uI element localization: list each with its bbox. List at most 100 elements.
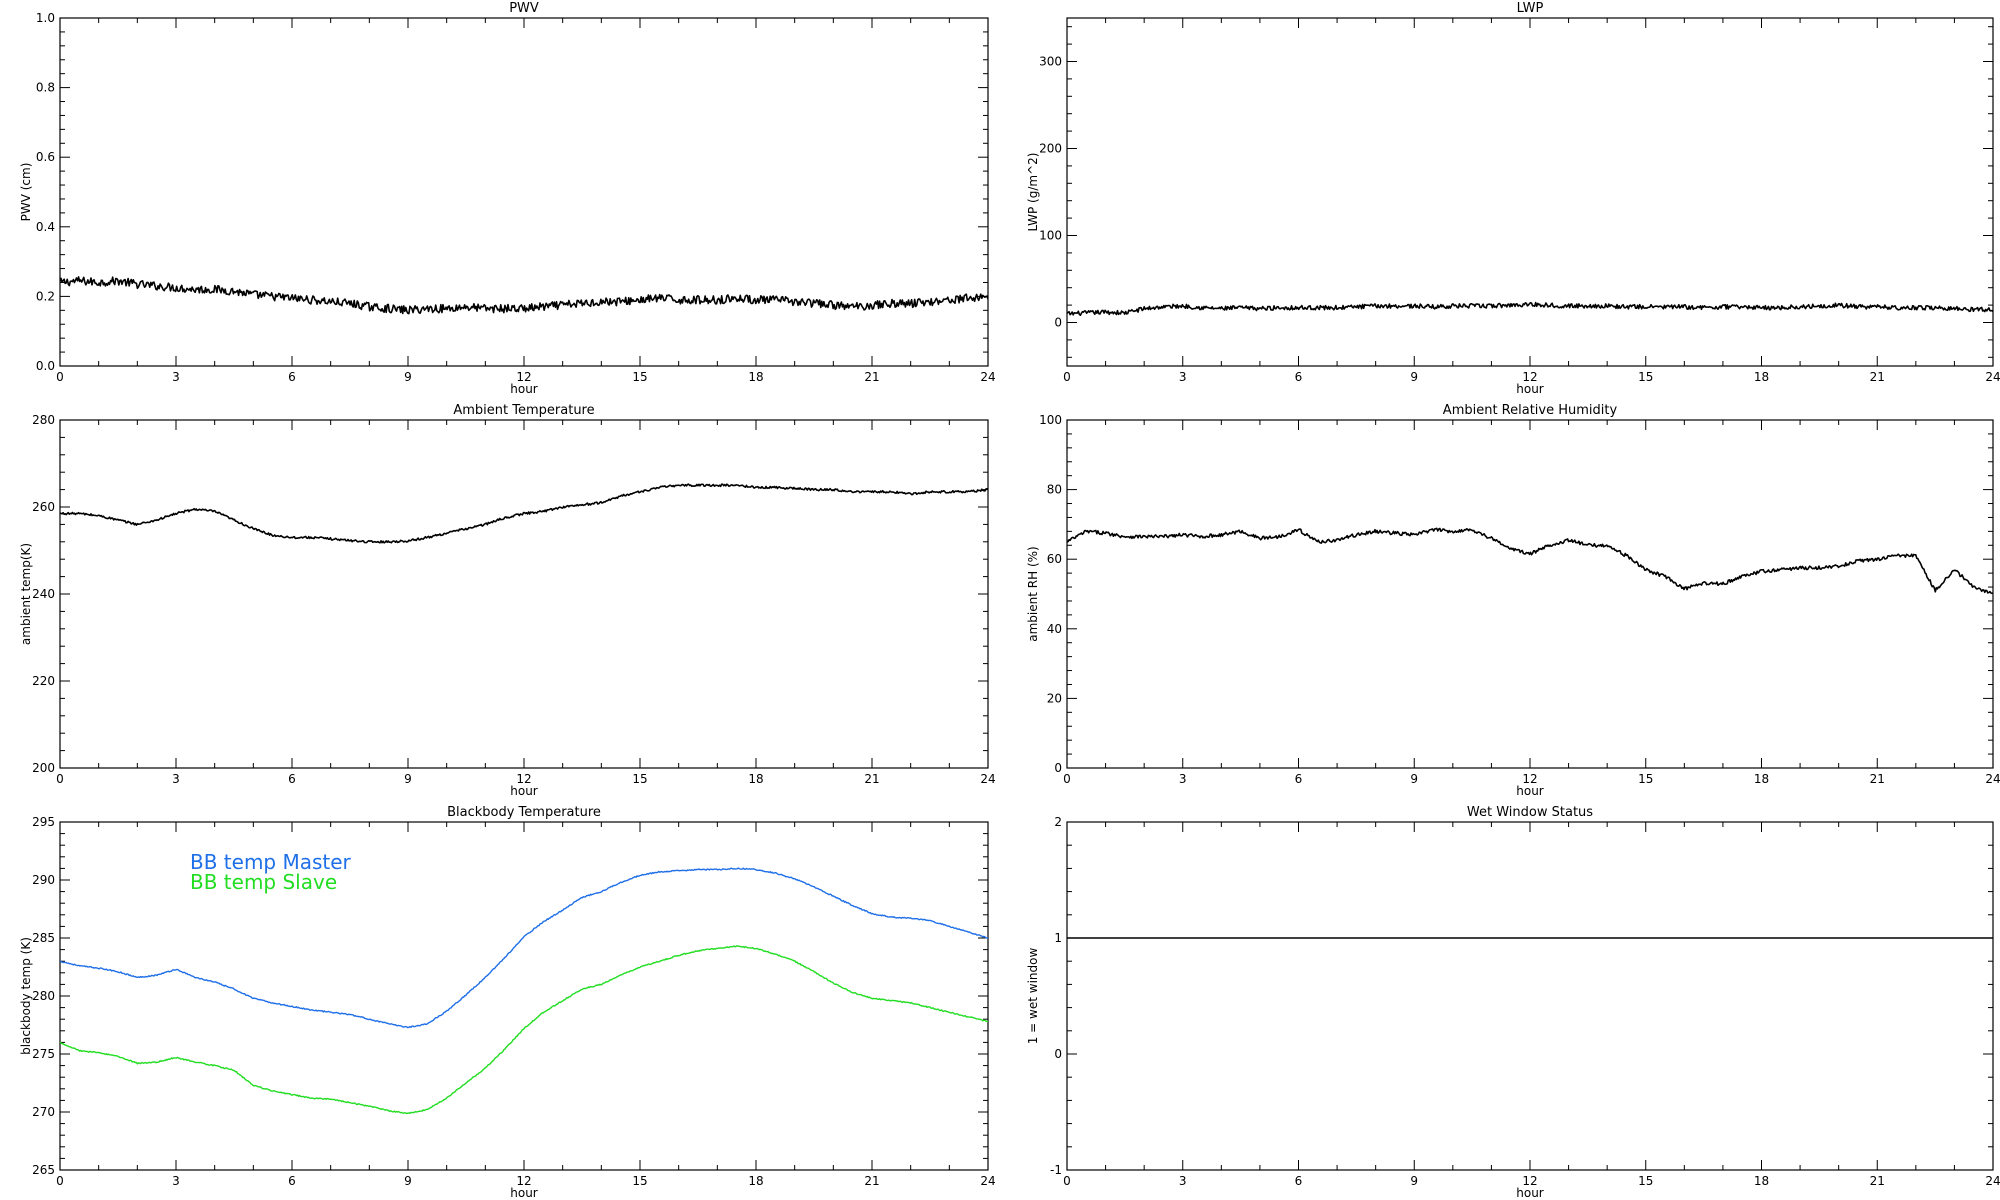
y-tick-label: 285 [32,931,55,945]
y-tick-label: 265 [32,1163,55,1177]
x-tick-label: 6 [1295,772,1303,786]
y-tick-label: 1 [1054,931,1062,945]
x-tick-label: 24 [980,370,995,384]
x-tick-label: 18 [1754,772,1769,786]
x-tick-label: 9 [404,1174,412,1188]
x-axis-label: hour [510,1186,538,1200]
plot-frame [59,419,989,769]
panel-title: Ambient Temperature [453,403,594,418]
x-tick-label: 6 [1295,370,1303,384]
x-axis-label: hour [510,784,538,798]
y-tick-label: 0 [1054,761,1062,775]
x-tick-label: 0 [56,1174,64,1188]
plot-frame [1066,821,1994,1171]
x-tick-label: 6 [288,370,296,384]
panel-blackbody-temp: Blackbody Temperature 0 3 6 9 12 15 18 21 24 265 27… [19,805,996,1200]
series-line-bb-temp-master [60,867,988,1029]
y-tick-label: 300 [1039,55,1062,69]
plot-frame [1066,17,1994,367]
y-tick-label: 280 [32,989,55,1003]
y-tick-label: 200 [1039,142,1062,156]
plot-frame [1066,419,1994,769]
y-tick-label: 200 [32,761,55,775]
x-tick-label: 9 [1410,1174,1418,1188]
x-tick-label: 12 [1522,370,1537,384]
panel-title: Ambient Relative Humidity [1443,403,1618,418]
y-tick-label: 1.0 [36,11,55,25]
x-tick-label: 21 [864,772,879,786]
series-line [60,483,988,544]
x-tick-label: 15 [1638,1174,1653,1188]
y-axis-label: ambient RH (%) [1026,546,1040,641]
legend-entry: BB temp Master [190,850,352,874]
panel-title: PWV [509,1,539,16]
x-tick-label: 3 [1179,370,1187,384]
y-tick-label: 100 [1039,229,1062,243]
y-tick-label: 60 [1047,552,1062,566]
x-tick-label: 0 [1063,1174,1071,1188]
y-axis-label: 1 = wet window [1026,948,1040,1045]
y-axis-label: blackbody temp (K) [19,937,33,1055]
x-tick-label: 18 [1754,1174,1769,1188]
x-axis-label: hour [510,382,538,396]
x-tick-label: 0 [56,370,64,384]
y-tick-label: 0.2 [36,289,55,303]
panel-title: Blackbody Temperature [447,805,601,820]
x-tick-label: 6 [288,772,296,786]
x-tick-label: 21 [1870,1174,1885,1188]
y-tick-label: 20 [1047,691,1062,705]
y-tick-label: 80 [1047,483,1062,497]
series-line [1067,527,1993,595]
y-tick-label: 290 [32,873,55,887]
x-tick-label: 12 [516,772,531,786]
legend-entry: BB temp Slave [190,870,337,894]
x-tick-label: 9 [404,772,412,786]
series-line [1067,301,1993,317]
x-tick-label: 3 [172,772,180,786]
x-tick-label: 18 [748,1174,763,1188]
x-tick-label: 18 [1754,370,1769,384]
x-tick-label: 0 [1063,772,1071,786]
y-tick-label: 0.0 [36,359,55,373]
y-tick-label: 2 [1054,815,1062,829]
x-tick-label: 21 [1870,370,1885,384]
y-tick-label: 220 [32,674,55,688]
y-tick-label: 0 [1054,1047,1062,1061]
x-tick-label: 24 [1985,1174,2000,1188]
x-tick-label: 15 [632,1174,647,1188]
y-tick-label: 260 [32,500,55,514]
x-tick-label: 21 [864,1174,879,1188]
x-tick-label: 9 [1410,370,1418,384]
y-tick-label: 0.8 [36,81,55,95]
y-axis-label: PWV (cm) [19,163,33,222]
x-tick-label: 9 [1410,772,1418,786]
y-tick-label: 280 [32,413,55,427]
y-tick-label: 40 [1047,622,1062,636]
x-tick-label: 24 [980,772,995,786]
x-tick-label: 3 [172,370,180,384]
x-tick-label: 15 [632,772,647,786]
x-tick-label: 15 [1638,772,1653,786]
x-tick-label: 15 [1638,370,1653,384]
x-tick-label: 3 [1179,1174,1187,1188]
x-tick-label: 21 [1870,772,1885,786]
x-tick-label: 6 [1295,1174,1303,1188]
x-tick-label: 24 [980,1174,995,1188]
x-tick-label: 12 [516,370,531,384]
y-axis-label: LWP (g/m^2) [1026,153,1040,232]
x-tick-label: 3 [172,1174,180,1188]
y-tick-label: 240 [32,587,55,601]
x-tick-label: 3 [1179,772,1187,786]
x-tick-label: 18 [748,370,763,384]
x-tick-label: 0 [1063,370,1071,384]
x-axis-label: hour [1516,1186,1544,1200]
x-axis-label: hour [1516,382,1544,396]
panel-lwp: LWP 0 3 6 9 12 15 18 21 24 0 100 200 300 hour LWP (g/m^… [1026,1,2000,396]
panel-title: LWP [1517,1,1544,16]
plot-frame [59,17,989,367]
x-tick-label: 18 [748,772,763,786]
panel-pwv: PWV 0 3 6 9 12 15 18 21 24 0.0 0.2 0.4 0.6 0.8 1.0 hour P… [19,1,996,396]
series-line-bb-temp-slave [60,945,988,1115]
